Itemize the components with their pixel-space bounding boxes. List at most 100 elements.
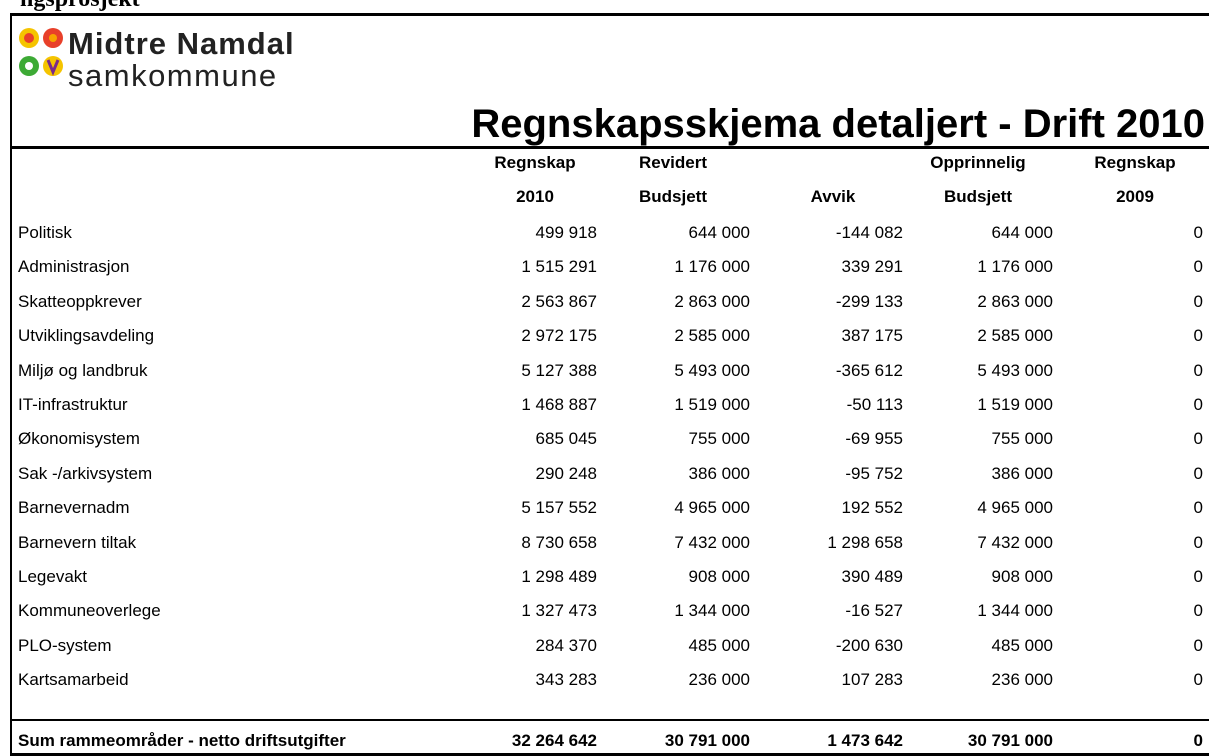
- logo-icon: [25, 62, 33, 70]
- cell-value: 485 000: [688, 635, 750, 655]
- column-header: Regnskap: [494, 153, 576, 172]
- cell-value: 0: [1193, 326, 1203, 346]
- cell-value: 0: [1193, 567, 1203, 586]
- row-label: IT-infrastruktur: [18, 395, 128, 414]
- cell-value: 0: [1193, 223, 1203, 242]
- cell-value: 755 000: [688, 429, 750, 449]
- cell-value: 1 473 642: [827, 731, 903, 750]
- cell-value: 0: [1193, 291, 1203, 311]
- cell-value: 908 000: [688, 567, 750, 586]
- cell-value: 1 519 000: [674, 395, 750, 414]
- cell-value: 1 515 291: [521, 257, 597, 277]
- cell-value: 5 127 388: [521, 360, 597, 380]
- cell-value: 0: [1193, 532, 1203, 552]
- logo: [19, 28, 63, 76]
- cell-value: 2 585 000: [977, 326, 1053, 346]
- row-label: Legevakt: [18, 567, 87, 586]
- cell-value: 644 000: [688, 223, 750, 242]
- row-label: Økonomisystem: [18, 429, 140, 449]
- cell-value: 1 327 473: [521, 601, 597, 621]
- cell-value: 4 965 000: [674, 498, 750, 518]
- frame-left: [10, 13, 12, 756]
- cell-value: -144 082: [835, 223, 903, 242]
- cell-value: 30 791 000: [664, 731, 750, 750]
- cell-value: -299 133: [835, 291, 903, 311]
- cell-value: 1 298 489: [521, 567, 597, 586]
- cell-value: 290 248: [535, 463, 597, 483]
- cell-value: 5 493 000: [674, 360, 750, 380]
- cell-value: -365 612: [835, 360, 903, 380]
- rule: [10, 719, 1209, 721]
- column-header: Budsjett: [639, 187, 707, 206]
- cell-value: 5 157 552: [521, 498, 597, 518]
- cell-value: 7 432 000: [674, 532, 750, 552]
- cell-value: -200 630: [835, 635, 903, 655]
- rule: [10, 753, 1209, 756]
- cell-value: 0: [1193, 257, 1203, 277]
- cell-value: 485 000: [991, 635, 1053, 655]
- column-header: 2010: [516, 187, 554, 206]
- cell-value: 2 585 000: [674, 326, 750, 346]
- cell-value: -50 113: [846, 395, 903, 414]
- cell-value: 0: [1193, 635, 1203, 655]
- title: Regnskapsskjema detaljert - Drift 2010: [471, 102, 1205, 146]
- cell-value: 284 370: [535, 635, 597, 655]
- cell-value: 30 791 000: [967, 731, 1053, 750]
- logo-icon: [49, 34, 57, 42]
- cell-value: 0: [1193, 670, 1203, 690]
- row-label: Barnevernadm: [18, 498, 130, 518]
- cell-value: 386 000: [991, 463, 1053, 483]
- column-header: Opprinnelig: [930, 153, 1026, 172]
- row-label: Kartsamarbeid: [18, 670, 129, 690]
- cell-value: 499 918: [535, 223, 597, 242]
- cell-value: 32 264 642: [511, 731, 597, 750]
- cell-value: 1 344 000: [674, 601, 750, 621]
- cell-value: 1 176 000: [674, 257, 750, 277]
- cell-value: 2 563 867: [521, 291, 597, 311]
- row-label: Administrasjon: [18, 257, 130, 277]
- cell-value: 1 468 887: [521, 395, 597, 414]
- column-header: Avvik: [810, 187, 856, 206]
- cell-value: -95 752: [845, 463, 903, 483]
- column-header: Budsjett: [944, 187, 1012, 206]
- cell-value: 755 000: [991, 429, 1053, 449]
- cell-value: 7 432 000: [977, 532, 1053, 552]
- org-name: Midtre Namdal: [68, 26, 295, 61]
- cell-value: 236 000: [991, 670, 1053, 690]
- frame-top: [10, 13, 1209, 16]
- logo-icon: [46, 59, 60, 76]
- cell-value: 644 000: [991, 223, 1053, 242]
- cell-value: 5 493 000: [977, 360, 1053, 380]
- row-label: Politisk: [18, 223, 72, 242]
- cut-heading: ngsprosjekt: [20, 0, 140, 13]
- row-label: Sum rammeområder - netto driftsutgifter: [18, 731, 346, 750]
- cell-value: 8 730 658: [521, 532, 597, 552]
- cell-value: -69 955: [845, 429, 903, 449]
- cell-value: 192 552: [841, 498, 903, 518]
- cell-value: 236 000: [688, 670, 750, 690]
- row-label: Utviklingsavdeling: [18, 326, 155, 346]
- cell-value: 390 489: [841, 567, 903, 586]
- cell-value: 908 000: [991, 567, 1053, 586]
- row-label: Barnevern tiltak: [18, 532, 137, 552]
- cell-value: 1 344 000: [977, 601, 1053, 621]
- cell-value: 4 965 000: [977, 498, 1053, 518]
- cell-value: 1 519 000: [977, 395, 1053, 414]
- cell-value: 339 291: [841, 257, 903, 277]
- rule: [10, 146, 1209, 149]
- cell-value: 2 972 175: [521, 326, 597, 346]
- row-label: Kommuneoverlege: [18, 601, 161, 621]
- cell-value: 685 045: [535, 429, 597, 449]
- cell-value: 107 283: [841, 670, 903, 690]
- row-label: PLO-system: [18, 635, 112, 655]
- cell-value: 2 863 000: [977, 291, 1053, 311]
- cell-value: 0: [1193, 395, 1203, 414]
- column-header: Revidert: [638, 153, 708, 172]
- cell-value: 387 175: [841, 326, 903, 346]
- column-header: 2009: [1116, 187, 1154, 206]
- cell-value: 0: [1193, 731, 1203, 750]
- row-label: Sak -/arkivsystem: [18, 463, 153, 483]
- cell-value: 386 000: [688, 463, 750, 483]
- org-name: samkommune: [68, 58, 278, 93]
